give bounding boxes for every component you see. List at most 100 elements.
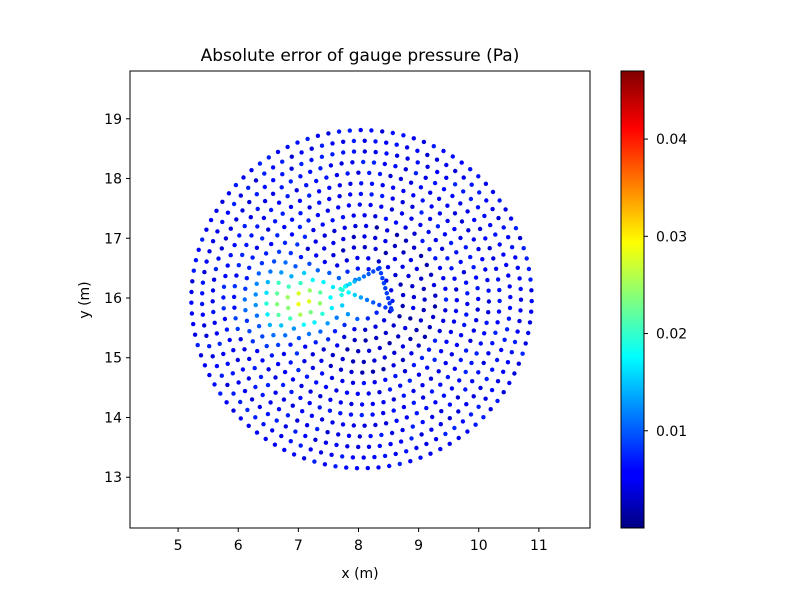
data-point [444, 339, 449, 344]
data-point [454, 287, 459, 292]
data-point [273, 390, 278, 395]
data-point [481, 360, 486, 366]
data-point [371, 269, 376, 274]
data-point [247, 329, 252, 334]
data-point [414, 411, 419, 416]
data-point [483, 267, 488, 272]
data-point [338, 367, 344, 372]
data-point [264, 290, 269, 295]
data-point [228, 226, 233, 231]
y-tick-label: 16 [104, 291, 122, 307]
data-point [290, 403, 295, 408]
data-point [433, 400, 438, 405]
data-point [421, 286, 426, 292]
data-point [276, 312, 281, 318]
data-point [242, 297, 247, 302]
data-point [392, 256, 398, 262]
data-point [382, 355, 387, 360]
data-point [225, 263, 230, 268]
data-point [235, 357, 240, 363]
data-point [502, 337, 507, 342]
data-point [448, 329, 454, 335]
colorbar-tick-label: 0.04 [656, 132, 687, 148]
data-point [456, 435, 461, 441]
data-point [234, 217, 239, 222]
data-point [501, 369, 506, 374]
data-point [222, 316, 228, 322]
data-point [297, 198, 303, 203]
data-point [475, 205, 481, 210]
data-point [373, 324, 378, 329]
data-point [329, 375, 335, 381]
data-point [258, 374, 264, 380]
data-point [424, 441, 429, 447]
data-point [317, 405, 322, 410]
data-point [290, 377, 296, 382]
data-point [281, 351, 287, 357]
data-point [319, 358, 324, 363]
data-point [393, 451, 398, 457]
data-point [263, 436, 268, 442]
data-point [255, 224, 260, 229]
data-point [321, 279, 326, 285]
data-point [410, 284, 415, 289]
data-point [475, 307, 480, 312]
data-point [388, 173, 393, 179]
data-point [428, 190, 433, 195]
data-point [310, 365, 316, 371]
data-point [410, 424, 415, 429]
data-point [247, 265, 252, 270]
data-point [230, 371, 235, 376]
y-axis-label: y (m) [77, 281, 93, 318]
data-point [268, 400, 273, 405]
data-point [504, 327, 510, 332]
data-point [441, 276, 446, 281]
data-point [219, 373, 224, 378]
data-point [263, 251, 269, 256]
colorbar-ticks: 0.01 0.02 0.03 0.04 [644, 132, 687, 440]
data-point [210, 354, 215, 359]
data-point [274, 418, 279, 423]
data-point [257, 404, 262, 410]
data-point [437, 328, 442, 334]
data-point [207, 372, 212, 378]
data-point [411, 400, 416, 405]
data-point [289, 232, 295, 237]
data-point [288, 360, 293, 365]
data-point [254, 281, 259, 286]
data-point [269, 353, 275, 358]
data-point [389, 307, 394, 313]
data-point [232, 305, 237, 310]
data-point [489, 387, 495, 393]
data-point [435, 224, 441, 229]
data-point [373, 149, 378, 155]
data-point [476, 296, 481, 302]
data-point [398, 383, 403, 388]
data-point [471, 265, 476, 270]
data-point [331, 253, 336, 258]
data-point [372, 380, 377, 385]
data-point [431, 144, 436, 149]
data-point [469, 182, 474, 187]
data-point [476, 174, 481, 179]
data-point [319, 154, 325, 159]
data-point [463, 348, 469, 353]
data-point [461, 270, 467, 275]
data-point [506, 316, 512, 321]
data-point [384, 151, 389, 156]
data-point [342, 322, 347, 328]
data-point [401, 250, 406, 255]
data-point [438, 422, 443, 427]
data-point [279, 433, 284, 439]
data-point [397, 314, 402, 319]
data-point [249, 397, 255, 402]
y-tick-label: 19 [104, 112, 122, 128]
data-point [351, 138, 357, 144]
data-point [415, 148, 420, 153]
data-point [234, 273, 239, 278]
data-point [448, 240, 454, 246]
data-point [348, 181, 353, 186]
data-point [298, 395, 303, 401]
data-point [210, 288, 216, 293]
